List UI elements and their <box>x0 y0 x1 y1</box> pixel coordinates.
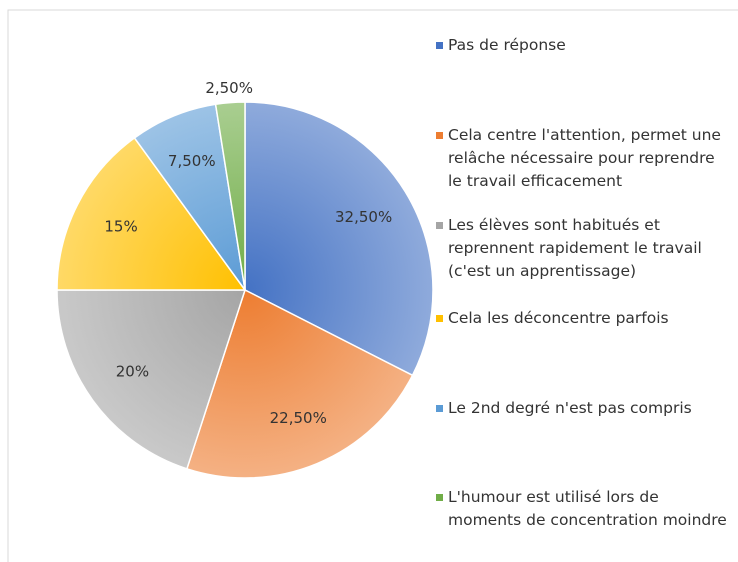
legend-item: Cela centre l'attention, permet une relâ… <box>436 124 733 193</box>
legend-swatch <box>436 132 443 139</box>
legend-label: Les élèves sont habitués et reprennent r… <box>448 216 702 280</box>
legend-label: Cela les déconcentre parfois <box>448 309 669 327</box>
legend-label: L'humour est utilisé lors de moments de … <box>448 488 727 529</box>
chart-border <box>7 9 738 562</box>
data-label: 7,50% <box>168 152 216 170</box>
pie-slice <box>185 288 414 479</box>
legend-item: L'humour est utilisé lors de moments de … <box>436 486 733 532</box>
legend-item: Le 2nd degré n'est pas compris <box>436 397 733 420</box>
data-label: 32,50% <box>335 208 392 226</box>
legend-label: Pas de réponse <box>448 36 566 54</box>
pie-slice <box>56 136 247 291</box>
legend-label: Le 2nd degré n'est pas compris <box>448 399 692 417</box>
data-label: 15% <box>104 217 137 235</box>
pie-slice <box>244 101 434 377</box>
legend-swatch <box>436 494 443 501</box>
data-label: 2,50% <box>205 79 253 97</box>
data-label: 20% <box>116 362 149 380</box>
legend-swatch <box>436 222 443 229</box>
legend-swatch <box>436 42 443 49</box>
legend-item: Cela les déconcentre parfois <box>436 307 733 330</box>
legend-item: Les élèves sont habitués et reprennent r… <box>436 214 733 283</box>
pie-slice <box>214 101 246 291</box>
legend-swatch <box>436 315 443 322</box>
data-label: 22,50% <box>270 409 327 427</box>
pie-slice <box>56 289 247 470</box>
legend-label: Cela centre l'attention, permet une relâ… <box>448 126 721 190</box>
legend-swatch <box>436 405 443 412</box>
legend-item: Pas de réponse <box>436 34 733 57</box>
